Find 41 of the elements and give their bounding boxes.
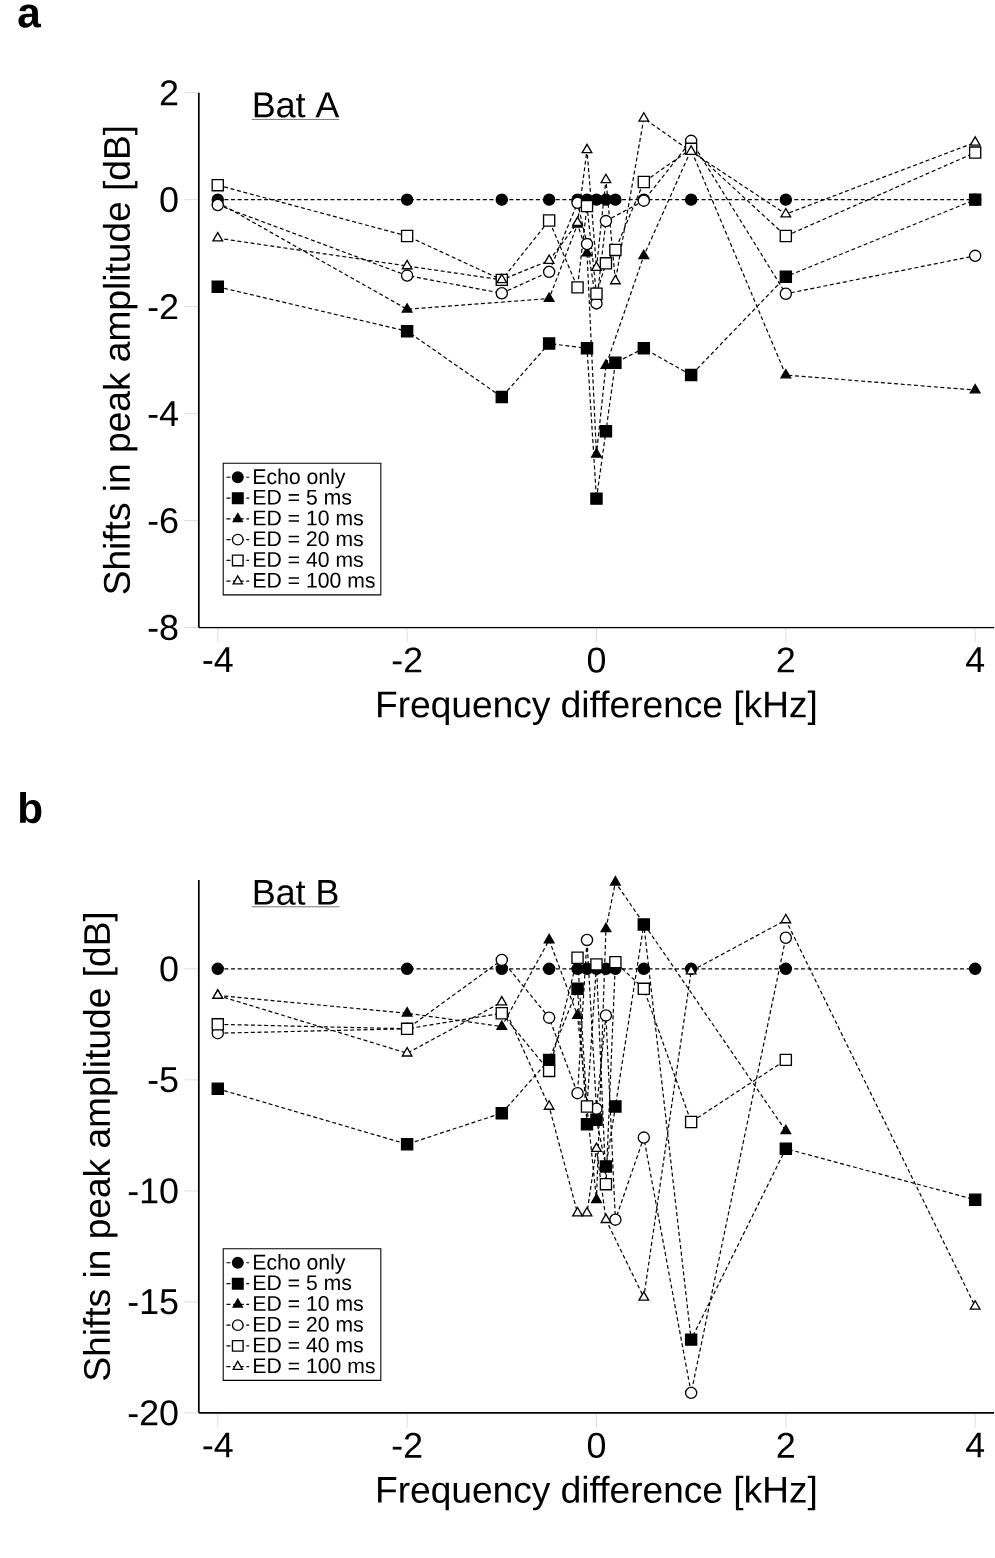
y-tick-label: 2	[160, 80, 178, 106]
y-tick-label: -4	[148, 401, 178, 426]
y-tick-label: -6	[148, 507, 178, 534]
legend-label: Echo only	[254, 468, 346, 489]
legend-label: ED = 40 ms	[254, 1337, 363, 1353]
legend-label: ED = 100 ms	[254, 1358, 375, 1374]
y-tick-label: -20	[128, 1400, 178, 1426]
y-tick-label: -5	[148, 1067, 178, 1093]
chart-title: b	[19, 792, 42, 824]
x-tick-label: 2	[777, 647, 794, 673]
annotation: Bat B	[254, 879, 338, 905]
y-tick-label: -10	[128, 1178, 178, 1204]
x-tick-label: 4	[966, 647, 985, 672]
y-tick-label: 0	[160, 186, 178, 213]
y-tick-label: -15	[128, 1289, 178, 1315]
x-tick-label: -4	[203, 1432, 233, 1458]
legend-label: ED = 20 ms	[254, 531, 363, 547]
x-tick-label: 0	[587, 1432, 605, 1459]
legend-label: ED = 5 ms	[254, 1275, 352, 1291]
x-tick-label: 0	[587, 647, 605, 673]
x-tick-label: -2	[392, 647, 422, 673]
legend-label: Echo only	[254, 1254, 346, 1274]
legend-label: ED = 10 ms	[254, 1295, 363, 1311]
x-tick-label: 2	[777, 1432, 794, 1458]
chart-title: a	[18, 4, 42, 28]
x-axis-title: Frequency difference [kHz]	[378, 690, 816, 725]
y-tick-label: -2	[148, 294, 178, 320]
y-axis-title: Shifts in peak amplitude [dB]	[82, 913, 118, 1380]
y-tick-label: 0	[160, 956, 178, 982]
x-axis-title: Frequency difference [kHz]	[378, 1475, 816, 1511]
y-axis-title: Shifts in peak amplitude [dB]	[102, 127, 138, 594]
y-tick-label: -8	[148, 614, 178, 641]
legend-label: ED = 100 ms	[254, 572, 375, 588]
legend-label: ED = 40 ms	[254, 552, 363, 568]
x-tick-label: 4	[966, 1432, 985, 1458]
annotation: Bat A	[254, 92, 340, 118]
x-tick-label: -4	[203, 647, 233, 672]
legend-label: ED = 10 ms	[254, 510, 363, 526]
x-tick-label: -2	[392, 1432, 422, 1458]
legend-label: ED = 5 ms	[254, 489, 352, 505]
legend-label: ED = 20 ms	[254, 1316, 363, 1332]
